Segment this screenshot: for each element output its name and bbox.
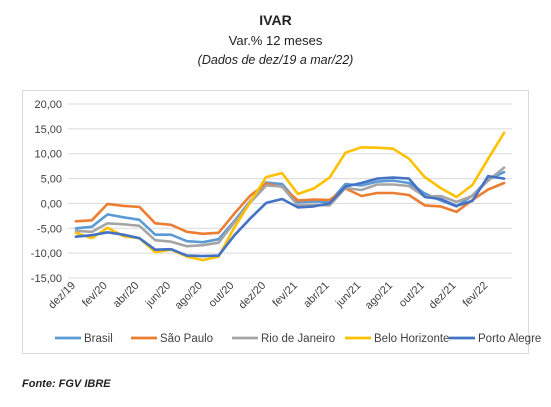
legend-label: Porto Alegre: [478, 333, 541, 345]
y-tick-label: 20,00: [34, 99, 62, 111]
series-line: [74, 166, 506, 248]
x-tick-label: dez/20: [236, 280, 268, 312]
chart-subtitle: Var.% 12 meses: [228, 33, 323, 48]
x-tick-label: out/20: [207, 280, 237, 310]
chart-area: [22, 90, 529, 354]
x-tick-label: jun/20: [143, 280, 173, 310]
series-line: [74, 174, 506, 258]
x-tick-label: fev/21: [270, 280, 300, 310]
legend-label: Rio de Janeiro: [261, 333, 335, 345]
x-tick-label: jun/21: [333, 280, 363, 310]
chart-date-range: (Dados de dez/19 a mar/22): [197, 53, 354, 67]
legend-label: São Paulo: [160, 333, 213, 345]
legend-label: Brasil: [84, 333, 113, 345]
y-tick-label: -5,00: [37, 223, 62, 235]
x-tick-label: fev/22: [461, 280, 491, 310]
x-tick-label: ago/20: [173, 280, 205, 312]
x-tick-label: abr/20: [111, 280, 142, 311]
x-tick-label: out/21: [397, 280, 427, 310]
y-tick-label: 5,00: [41, 174, 62, 186]
source-note: Fonte: FGV IBRE: [22, 378, 111, 390]
y-tick-label: 15,00: [34, 124, 62, 136]
x-tick-label: fev/20: [80, 280, 110, 310]
y-tick-label: -15,00: [31, 273, 62, 285]
x-tick-label: ago/21: [363, 280, 395, 312]
chart-title: IVAR: [259, 12, 292, 28]
y-tick-label: 10,00: [34, 149, 62, 161]
y-tick-label: 0,00: [41, 198, 62, 210]
x-tick-label: dez/21: [427, 280, 459, 312]
x-tick-label: abr/21: [301, 280, 332, 311]
series-line: [74, 181, 506, 236]
legend-label: Belo Horizonte: [374, 333, 449, 345]
y-tick-label: -10,00: [31, 248, 62, 260]
